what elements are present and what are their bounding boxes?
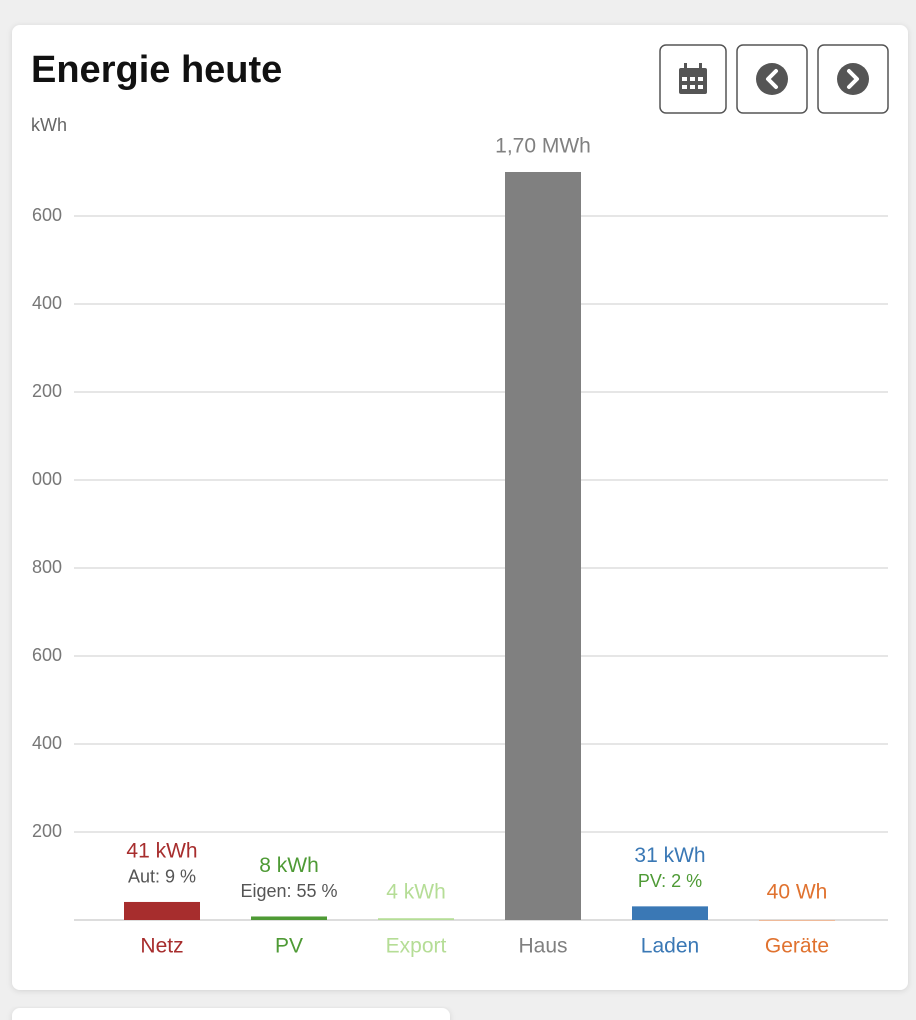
value-label: 41 kWh — [126, 840, 197, 863]
x-tick-label: Laden — [641, 935, 699, 958]
sub-label: PV: 2 % — [638, 871, 702, 891]
y-tick-label: 600 — [32, 205, 62, 225]
value-label: 31 kWh — [634, 844, 705, 867]
y-tick-label: 000 — [32, 469, 62, 489]
bar — [632, 906, 708, 920]
value-label: 1,70 MWh — [495, 135, 591, 158]
bar — [251, 916, 327, 920]
bar — [378, 918, 454, 920]
next-button[interactable] — [817, 44, 889, 114]
value-label: 4 kWh — [386, 881, 446, 904]
sub-label: Aut: 9 % — [128, 867, 196, 887]
x-tick-label: Geräte — [765, 935, 829, 958]
y-axis-label: kWh — [31, 115, 67, 135]
sub-label: Eigen: 55 % — [240, 881, 337, 901]
card — [12, 25, 908, 990]
y-tick-label: 200 — [32, 821, 62, 841]
x-tick-label: Export — [386, 935, 447, 958]
bar — [124, 901, 200, 920]
y-tick-label: 600 — [32, 645, 62, 665]
y-tick-label: 400 — [32, 733, 62, 753]
y-tick-label: 200 — [32, 381, 62, 401]
y-tick-label: 800 — [32, 557, 62, 577]
y-tick-label: 400 — [32, 293, 62, 313]
calendar-button[interactable] — [659, 44, 727, 114]
value-label: 8 kWh — [259, 854, 319, 877]
x-tick-label: Netz — [140, 935, 183, 958]
bar — [505, 172, 581, 920]
x-tick-label: PV — [275, 935, 303, 958]
next-card — [12, 1008, 450, 1020]
previous-button[interactable] — [736, 44, 808, 114]
x-tick-label: Haus — [518, 935, 567, 958]
value-label: 40 Wh — [767, 881, 828, 904]
chart-title: Energie heute — [31, 49, 282, 91]
bar — [759, 919, 835, 921]
